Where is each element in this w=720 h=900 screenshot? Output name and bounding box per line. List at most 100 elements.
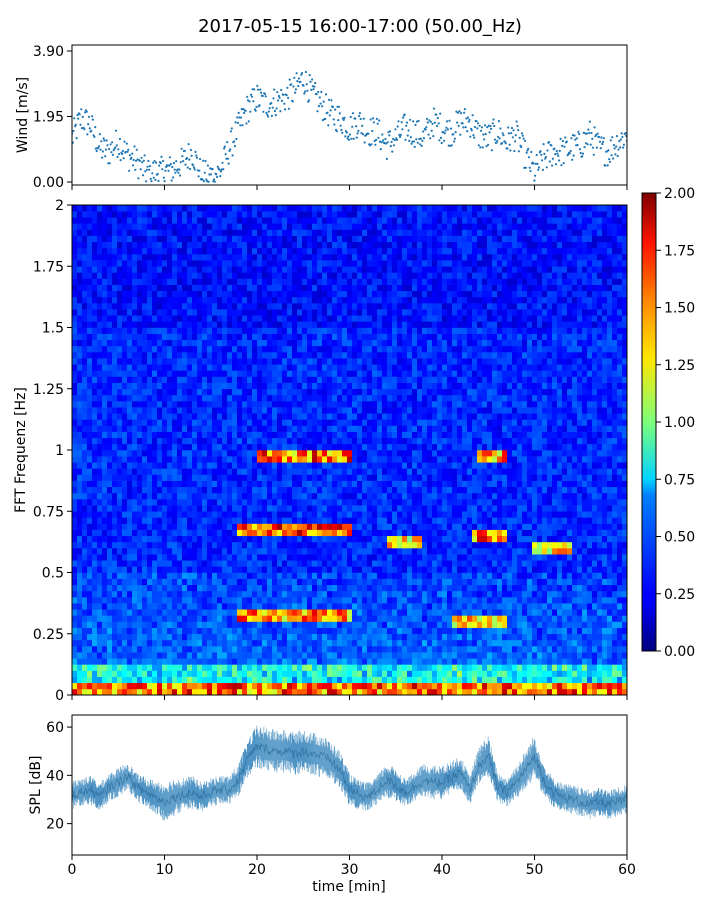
wind-point	[309, 80, 312, 83]
fft-cell	[262, 492, 268, 500]
fft-cell	[587, 609, 593, 616]
wind-point	[151, 172, 154, 175]
fft-cell	[357, 492, 363, 500]
fft-cell	[482, 480, 488, 488]
fft-cell	[247, 664, 253, 671]
fft-cell	[147, 499, 153, 506]
fft-cell	[517, 492, 523, 500]
fft-cell	[507, 578, 513, 586]
fft-cell	[417, 584, 423, 592]
fft-cell	[77, 560, 83, 567]
wind-point	[546, 149, 549, 152]
fft-cell	[392, 652, 398, 659]
fft-cell	[312, 676, 318, 684]
fft-cell	[452, 584, 458, 592]
fft-cell	[97, 468, 103, 475]
fft-cell	[162, 646, 168, 653]
fft-cell	[407, 584, 413, 592]
fft-cell	[492, 688, 498, 696]
fft-cell	[227, 597, 233, 604]
fft-cell	[72, 554, 78, 561]
wind-point	[411, 140, 414, 143]
wind-point	[612, 144, 616, 147]
fft-cell	[147, 578, 153, 586]
fft-cell	[172, 486, 178, 494]
wind-point	[561, 139, 565, 143]
fft-cell	[147, 590, 153, 598]
fft-cell	[237, 664, 243, 671]
fft-cell	[302, 664, 308, 671]
fft-cell	[552, 676, 558, 684]
fft-cell	[107, 456, 113, 463]
wind-point	[509, 149, 512, 152]
fft-cell	[587, 639, 593, 647]
fft-cell	[582, 572, 588, 579]
fft-cell	[472, 676, 478, 684]
fft-cell	[292, 541, 298, 549]
fft-cell	[82, 462, 88, 469]
fft-cell	[527, 505, 533, 512]
wind-point	[304, 90, 307, 93]
fft-cell	[122, 646, 128, 653]
fft-cell	[297, 554, 303, 561]
fft-cell	[427, 621, 433, 628]
wind-point	[359, 117, 362, 121]
fft-cell	[172, 676, 178, 684]
fft-cell	[352, 511, 358, 518]
fft-cell	[117, 548, 123, 555]
fft-cell	[457, 548, 463, 555]
fft-cell	[217, 474, 223, 481]
fft-cell	[537, 578, 543, 586]
fft-cell	[287, 535, 293, 543]
wind-point	[429, 120, 432, 123]
fft-cell	[327, 480, 333, 488]
fft-cell	[622, 529, 628, 537]
fft-cell	[437, 615, 443, 622]
fft-cell	[272, 492, 278, 500]
fft-cell	[312, 646, 318, 653]
fft-cell	[252, 639, 258, 647]
fft-cell	[307, 541, 313, 549]
wind-point	[162, 159, 165, 163]
wind-x-ticks	[71, 185, 628, 190]
fft-cell	[602, 492, 608, 500]
fft-cell	[587, 511, 593, 518]
wind-point	[327, 124, 330, 127]
wind-point	[584, 132, 587, 135]
fft-cell	[417, 597, 423, 604]
fft-cell	[547, 480, 553, 488]
fft-cell	[517, 627, 523, 635]
fft-cell	[107, 486, 113, 494]
fft-cell	[262, 572, 268, 579]
fft-cell	[187, 474, 193, 481]
wind-scatter-points	[72, 70, 627, 183]
wind-point	[402, 116, 405, 119]
fft-cell	[202, 499, 208, 506]
fft-cell	[277, 499, 283, 506]
fft-cell	[272, 511, 278, 518]
fft-cell	[252, 627, 258, 635]
fft-cell	[392, 548, 398, 555]
fft-cell	[482, 615, 488, 622]
fft-cell	[247, 529, 253, 537]
fft-cell	[432, 627, 438, 635]
fft-cell	[387, 578, 393, 586]
fft-cell	[337, 517, 343, 524]
fft-cell	[437, 492, 443, 500]
fft-cell	[547, 615, 553, 622]
fft-cell	[322, 480, 328, 488]
fft-cell	[237, 639, 243, 647]
fft-cell	[557, 499, 563, 506]
fft-cell	[437, 548, 443, 555]
fft-cell	[347, 535, 353, 543]
fft-cell	[352, 529, 358, 537]
fft-cell	[292, 590, 298, 598]
fft-cell	[337, 572, 343, 579]
fft-cell	[247, 590, 253, 598]
fft-cell	[217, 462, 223, 469]
fft-cell	[572, 541, 578, 549]
fft-cell	[522, 676, 528, 684]
fft-cell	[327, 627, 333, 635]
fft-cell	[537, 517, 543, 524]
fft-cell	[442, 548, 448, 555]
